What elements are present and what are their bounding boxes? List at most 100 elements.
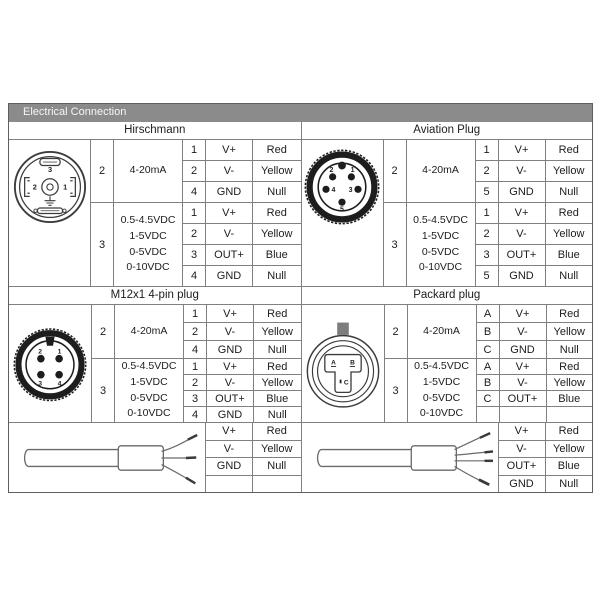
table-row: 4 GND Null <box>184 406 301 422</box>
pin-cell: 4 <box>184 341 207 358</box>
table-row: C OUT+ Blue <box>476 390 592 406</box>
signal-cell: GND <box>206 182 253 202</box>
wire-color-cell: Null <box>267 186 287 198</box>
wire-color-cell: Null <box>267 270 287 282</box>
wire-color-cell: Blue <box>266 392 289 405</box>
pin-cell: B <box>477 323 500 340</box>
table-row: 1 V+ Red <box>183 203 301 223</box>
wire-color-cell: Yellow <box>553 325 585 338</box>
table-row: B V- Yellow <box>476 374 592 390</box>
pin-cell: 1 <box>476 203 499 223</box>
pin-label: 3 <box>38 380 42 387</box>
pin-label: 1 <box>63 182 67 191</box>
wire-color-cell: Yellow <box>553 165 585 177</box>
wire-color-cell: Yellow <box>553 228 585 240</box>
wire-color-cell <box>253 476 301 493</box>
pin-label: 2 <box>32 182 36 191</box>
wire-color-cell: Blue <box>557 460 580 473</box>
wire-color-cell: Yellow <box>261 376 293 389</box>
wire-color-cell: Yellow <box>261 442 293 455</box>
signal-cell: V+ <box>206 423 253 440</box>
table-row: 1 V+ Red <box>184 305 301 322</box>
wire-color-cell: Red <box>558 144 579 156</box>
signal-cell: GND <box>207 341 254 358</box>
pin-cell <box>477 407 500 422</box>
pin-label: 4 <box>58 380 62 387</box>
table-row: 2 V- Yellow <box>184 374 301 390</box>
pin-cell: 2 <box>183 224 206 244</box>
panel-title: Packard plug <box>301 287 592 305</box>
voltage-output-group: 3 0.5-4.5VDC 1-5VDC 0-5VDC 0-10VDC 1 V+ … <box>92 358 301 422</box>
signal-cell: OUT+ <box>499 458 546 475</box>
signal-range: 4-20mA <box>115 305 184 358</box>
table-row: 4 GND Null <box>183 265 301 286</box>
table-row: C GND Null <box>476 340 592 358</box>
table-row: 1 V+ Red <box>476 140 593 160</box>
signal-cell: V+ <box>499 423 546 440</box>
signal-cell: GND <box>206 266 253 286</box>
hirschmann-connector-icon: 3 2 1 <box>9 140 91 286</box>
table-row: GND Null <box>498 474 592 492</box>
wire-count: 2 <box>384 140 407 202</box>
section-row-2: M12x1 4-pin plug 2 1 3 <box>9 286 592 422</box>
pin-cell: 4 <box>183 266 206 286</box>
pin-label: 2 <box>330 167 334 174</box>
signal-cell: V+ <box>499 203 546 223</box>
signal-cell <box>206 475 253 492</box>
table-row: 2 V- Yellow <box>184 322 301 340</box>
pin-label: 3 <box>349 187 353 194</box>
signal-cell: V+ <box>207 359 254 374</box>
table-row: 3 OUT+ Blue <box>475 244 592 265</box>
electrical-connection-table: Electrical Connection Hirschmann 3 2 <box>8 103 593 493</box>
pin-cell: B <box>477 375 500 390</box>
signal-cell: V- <box>499 161 546 181</box>
table-row: GND Null <box>206 457 301 475</box>
wire-color-cell: Yellow <box>261 325 293 338</box>
wire-count: 2 <box>385 305 408 358</box>
signal-cell: V- <box>206 161 253 181</box>
wire-color-cell: Red <box>558 425 579 438</box>
wire-color-cell: Red <box>266 425 287 438</box>
pin-cell: 2 <box>184 323 207 340</box>
signal-cell: V+ <box>206 203 253 223</box>
pin-cell: A <box>477 359 500 374</box>
pin-cell: 2 <box>476 224 499 244</box>
table-row: A V+ Red <box>477 305 593 322</box>
signal-cell: OUT+ <box>207 391 254 406</box>
section-header: Electrical Connection <box>9 104 592 122</box>
pin-cell: 2 <box>476 161 499 181</box>
signal-cell: GND <box>499 266 546 286</box>
wire-count: 2 <box>91 140 114 202</box>
table-row: 3 OUT+ Blue <box>184 390 301 406</box>
table-row: 4 GND Null <box>183 181 301 202</box>
signal-cell: V+ <box>207 305 254 322</box>
pin-label: 2 <box>38 348 42 355</box>
signal-cell <box>500 407 547 422</box>
table-row: 5 GND Null <box>475 181 592 202</box>
wire-color-cell: Red <box>266 144 287 156</box>
pin-cell: 1 <box>476 140 499 160</box>
pin-label: 5 <box>340 207 344 214</box>
table-row <box>206 474 301 493</box>
table-row: V- Yellow <box>498 439 592 457</box>
signal-range: 0.5-4.5VDC 1-5VDC 0-5VDC 0-10VDC <box>114 203 183 286</box>
wire-color-cell: Null <box>559 477 579 490</box>
signal-cell: GND <box>499 475 546 492</box>
pin-cell: C <box>477 341 500 358</box>
pin-cell: 5 <box>476 182 499 202</box>
panel-title: Hirschmann <box>9 122 301 140</box>
pin-cell: 3 <box>183 245 206 265</box>
wire-color-cell: Null <box>267 343 287 356</box>
table-row: A V+ Red <box>477 359 593 374</box>
signal-cell: V- <box>500 375 547 390</box>
wire-count: 3 <box>91 203 114 286</box>
table-row: V+ Red <box>206 423 301 440</box>
table-row: 1 V+ Red <box>476 203 593 223</box>
current-output-group: 2 4-20mA 1 V+ Red 2 V- <box>92 305 301 358</box>
signal-cell: V+ <box>500 359 547 374</box>
pin-cell: 2 <box>184 375 207 390</box>
wire-color-cell: Blue <box>265 249 288 261</box>
signal-cell: GND <box>206 458 253 475</box>
wire-color-cell <box>547 407 593 422</box>
cable-4wire-icon <box>302 423 499 492</box>
